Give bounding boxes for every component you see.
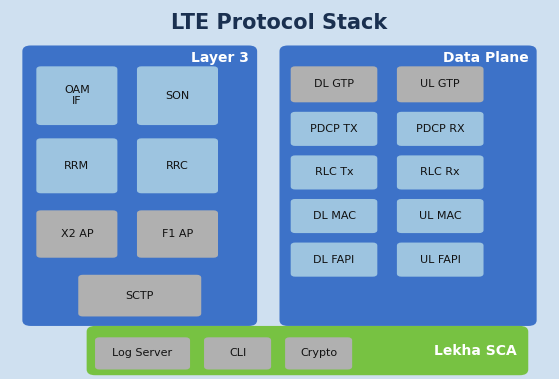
FancyBboxPatch shape [22,45,257,326]
Text: LTE Protocol Stack: LTE Protocol Stack [172,13,387,33]
Text: PDCP RX: PDCP RX [416,124,465,134]
FancyBboxPatch shape [397,199,484,233]
Text: Data Plane: Data Plane [443,51,528,65]
FancyBboxPatch shape [137,138,218,193]
Text: Lekha SCA: Lekha SCA [434,344,517,357]
FancyBboxPatch shape [291,199,377,233]
FancyBboxPatch shape [204,337,271,370]
FancyBboxPatch shape [291,155,377,190]
Text: OAM
IF: OAM IF [64,85,90,106]
Text: UL GTP: UL GTP [420,79,460,89]
FancyBboxPatch shape [291,112,377,146]
FancyBboxPatch shape [137,210,218,258]
Text: PDCP TX: PDCP TX [310,124,358,134]
Text: RRM: RRM [64,161,89,171]
Text: DL MAC: DL MAC [312,211,356,221]
Text: CLI: CLI [229,348,246,359]
Text: Crypto: Crypto [300,348,337,359]
Text: Log Server: Log Server [112,348,173,359]
FancyBboxPatch shape [397,155,484,190]
Text: RLC Tx: RLC Tx [315,168,353,177]
FancyBboxPatch shape [280,45,537,326]
Text: SCTP: SCTP [126,291,154,301]
FancyBboxPatch shape [137,66,218,125]
FancyBboxPatch shape [291,66,377,102]
Text: SON: SON [165,91,190,101]
FancyBboxPatch shape [87,326,528,375]
FancyBboxPatch shape [36,138,117,193]
FancyBboxPatch shape [36,66,117,125]
Text: UL MAC: UL MAC [419,211,462,221]
Text: UL FAPI: UL FAPI [420,255,461,265]
FancyBboxPatch shape [78,275,201,316]
Text: RRC: RRC [166,161,189,171]
FancyBboxPatch shape [285,337,352,370]
FancyBboxPatch shape [291,243,377,277]
FancyBboxPatch shape [397,243,484,277]
Text: F1 AP: F1 AP [162,229,193,239]
FancyBboxPatch shape [397,66,484,102]
Text: RLC Rx: RLC Rx [420,168,460,177]
Text: DL GTP: DL GTP [314,79,354,89]
FancyBboxPatch shape [36,210,117,258]
FancyBboxPatch shape [397,112,484,146]
Text: X2 AP: X2 AP [60,229,93,239]
Text: Layer 3: Layer 3 [191,51,249,65]
FancyBboxPatch shape [95,337,190,370]
Text: DL FAPI: DL FAPI [314,255,354,265]
